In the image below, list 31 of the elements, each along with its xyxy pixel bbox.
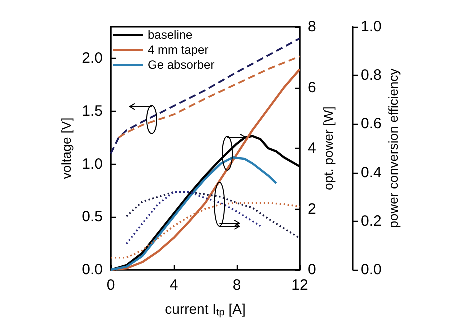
line-series bbox=[126, 191, 301, 240]
y-tick-label: 1.0 bbox=[82, 156, 103, 173]
y2-tick-label: 2 bbox=[308, 200, 316, 218]
y-tick-label: 0.0 bbox=[82, 262, 103, 278]
line-series bbox=[110, 38, 301, 155]
y-tick-label: 0.5 bbox=[82, 208, 103, 226]
y-tick-label: 2.0 bbox=[82, 50, 103, 68]
line-series bbox=[118, 56, 301, 139]
y2-tick-label: 0 bbox=[308, 262, 316, 278]
y2-tick-label: 8 bbox=[308, 18, 316, 36]
x-tick-label: 12 bbox=[292, 277, 308, 294]
y-tick-label: 1.5 bbox=[82, 103, 103, 120]
x-tick-label: 4 bbox=[170, 277, 178, 294]
y3-tick-label: 0.6 bbox=[361, 116, 382, 133]
legend-label: baseline bbox=[148, 28, 194, 42]
y3-tick-label: 0.0 bbox=[361, 262, 382, 278]
legend-label: Ge absorber bbox=[148, 58, 215, 72]
y3-tick-label: 1.0 bbox=[361, 18, 382, 36]
y2-tick-label: 6 bbox=[308, 79, 316, 96]
y2-tick-label: 4 bbox=[308, 140, 316, 157]
legend-label: 4 mm taper bbox=[148, 43, 209, 57]
y3-tick-label: 0.8 bbox=[361, 67, 382, 84]
x-tick-label: 8 bbox=[232, 277, 242, 294]
line-series bbox=[110, 156, 278, 272]
y-axis-title: voltage [V] bbox=[59, 118, 74, 180]
y2-axis-title: opt. power [W] bbox=[321, 106, 336, 190]
y3-tick-label: 0.2 bbox=[361, 212, 382, 230]
line-series bbox=[126, 191, 262, 245]
y3-axis-title: power conversion efficiency bbox=[386, 68, 401, 228]
y3-tick-label: 0.4 bbox=[361, 164, 382, 182]
x-tick-label: 0 bbox=[106, 277, 116, 294]
